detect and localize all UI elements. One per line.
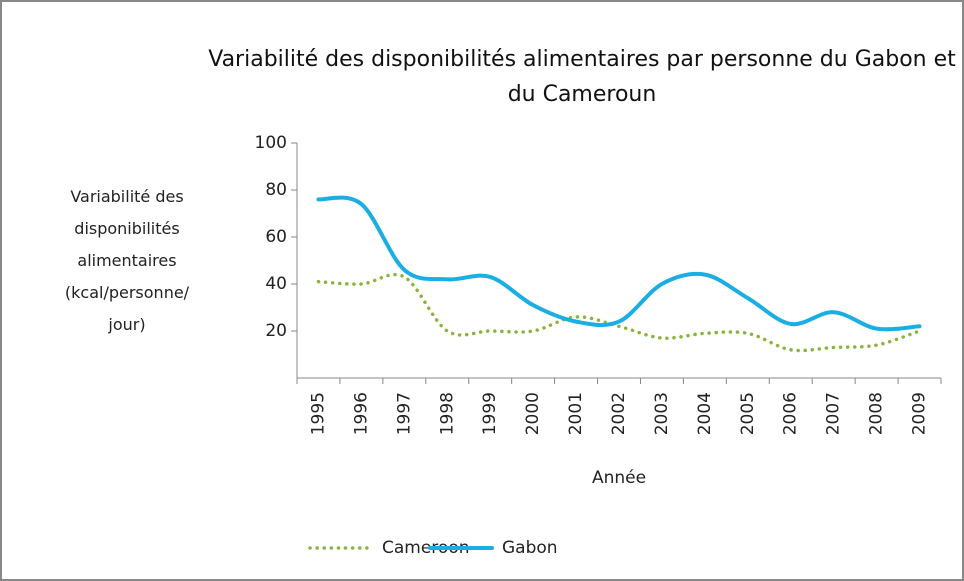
legend-label: Gabon xyxy=(502,538,558,558)
x-tick-label: 1997 xyxy=(394,392,414,435)
x-tick-label: 2008 xyxy=(867,392,887,435)
y-tick-label: 100 xyxy=(255,133,287,153)
chart-title: Variabilité des disponibilités alimentai… xyxy=(208,47,956,107)
series-line xyxy=(316,195,922,332)
series-line xyxy=(316,272,922,353)
x-tick-label: 1996 xyxy=(351,392,371,435)
x-tick-label: 2000 xyxy=(523,392,543,435)
legend-label: Cameroon xyxy=(382,538,470,558)
y-axis-label: Variabilité des disponibilités alimentai… xyxy=(64,187,190,334)
x-tick-label: 1998 xyxy=(437,392,457,435)
x-tick-label: 1999 xyxy=(480,392,500,435)
y-tick-label: 40 xyxy=(265,274,287,294)
x-tick-label: 2004 xyxy=(695,392,715,435)
x-tick-label: 2006 xyxy=(781,392,801,435)
x-tick-label: 2003 xyxy=(652,392,672,435)
x-tick-label: 2007 xyxy=(824,392,844,435)
y-tick-label: 80 xyxy=(265,180,287,200)
x-tick-label: 1995 xyxy=(308,392,328,435)
x-tick-label: 2005 xyxy=(738,392,758,435)
x-tick-label: 2001 xyxy=(566,392,586,435)
y-tick-label: 20 xyxy=(265,321,287,341)
x-tick-label: 2009 xyxy=(910,392,930,435)
x-tick-label: 2002 xyxy=(609,392,629,435)
y-tick-label: 60 xyxy=(265,227,287,247)
x-axis-label: Année xyxy=(592,468,646,488)
